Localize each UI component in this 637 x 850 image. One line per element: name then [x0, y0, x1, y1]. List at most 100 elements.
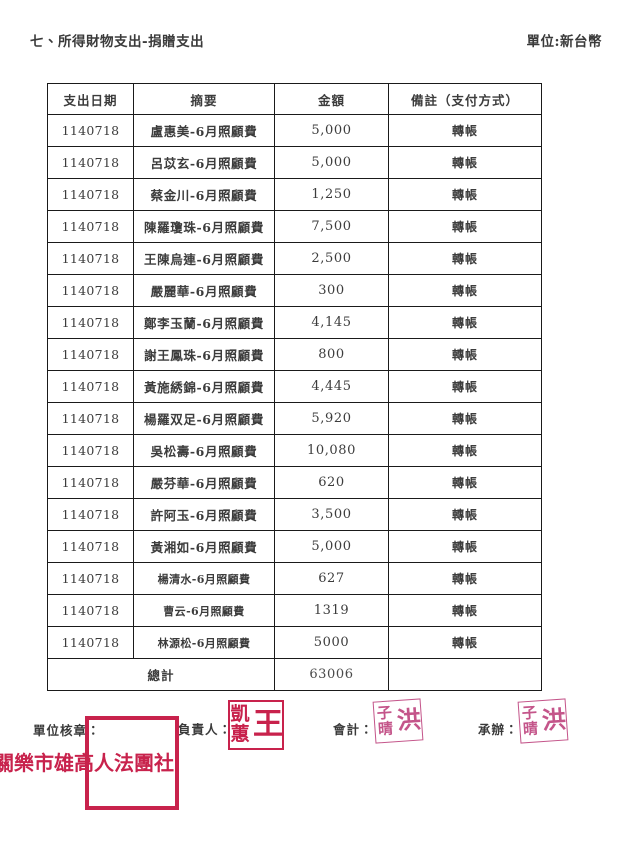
cell-note: 轉帳	[388, 594, 542, 627]
table-row: 1140718 吳松壽-6月照顧費 10,080 轉帳	[47, 434, 542, 467]
cell-note: 轉帳	[388, 306, 542, 339]
responsible-seal-given-char: 凱	[230, 703, 250, 726]
table-row: 1140718 鄭李玉蘭-6月照顧費 4,145 轉帳	[47, 306, 542, 339]
cell-note: 轉帳	[388, 146, 542, 179]
total-note	[388, 658, 542, 691]
label-preparer: 承辦：	[478, 722, 519, 737]
cell-note: 轉帳	[388, 274, 542, 307]
organization-seal-char: 人	[94, 751, 114, 775]
responsible-seal-surname: 王	[253, 707, 283, 742]
cell-note: 轉帳	[388, 242, 542, 275]
table-row: 1140718 楊清水-6月照顧費 627 轉帳	[47, 562, 542, 595]
preparer-seal-surname: 洪	[540, 704, 567, 736]
cell-amount: 3,500	[274, 498, 389, 531]
organization-seal-char: 雄	[54, 751, 74, 775]
cell-amount: 5000	[274, 626, 389, 659]
cell-note: 轉帳	[388, 562, 542, 595]
table-row: 1140718 陳羅瓊珠-6月照顧費 7,500 轉帳	[47, 210, 542, 243]
cell-note: 轉帳	[388, 466, 542, 499]
label-accountant: 會計：	[333, 722, 374, 737]
organization-seal-char: 高	[74, 751, 94, 775]
cell-date: 1140718	[47, 370, 134, 403]
cell-description: 鄭李玉蘭-6月照顧費	[133, 306, 275, 339]
cell-date: 1140718	[47, 114, 134, 147]
cell-date: 1140718	[47, 594, 134, 627]
table-row: 1140718 呂苡玄-6月照顧費 5,000 轉帳	[47, 146, 542, 179]
cell-note: 轉帳	[388, 402, 542, 435]
table-row: 1140718 林源松-6月照顧費 5000 轉帳	[47, 626, 542, 659]
cell-date: 1140718	[47, 146, 134, 179]
table-row: 1140718 王陳烏連-6月照顧費 2,500 轉帳	[47, 242, 542, 275]
preparer-seal-given-name: 子晴	[516, 702, 545, 742]
cell-amount: 1319	[274, 594, 389, 627]
cell-description: 黃施綉錦-6月照顧費	[133, 370, 275, 403]
cell-amount: 5,000	[274, 530, 389, 563]
cell-date: 1140718	[47, 210, 134, 243]
organization-seal-char: 團	[134, 751, 154, 775]
cell-amount: 7,500	[274, 210, 389, 243]
cell-note: 轉帳	[388, 114, 542, 147]
cell-amount: 10,080	[274, 434, 389, 467]
table-row: 1140718 嚴芬華-6月照顧費 620 轉帳	[47, 466, 542, 499]
table-row: 1140718 黃湘如-6月照顧費 5,000 轉帳	[47, 530, 542, 563]
cell-amount: 1,250	[274, 178, 389, 211]
cell-date: 1140718	[47, 274, 134, 307]
cell-note: 轉帳	[388, 530, 542, 563]
cell-description: 王陳烏連-6月照顧費	[133, 242, 275, 275]
cell-note: 轉帳	[388, 178, 542, 211]
label-responsible-person: 負責人：	[178, 722, 233, 737]
table-row: 1140718 蔡金川-6月照顧費 1,250 轉帳	[47, 178, 542, 211]
responsible-person-seal-stamp: 王凱蕙	[228, 700, 284, 750]
cell-note: 轉帳	[388, 626, 542, 659]
cell-description: 曹云-6月照顧費	[133, 594, 275, 627]
cell-amount: 5,000	[274, 114, 389, 147]
accountant-seal-given-char: 晴	[377, 719, 394, 739]
table-row: 1140718 嚴麗華-6月照顧費 300 轉帳	[47, 274, 542, 307]
cell-date: 1140718	[47, 626, 134, 659]
cell-note: 轉帳	[388, 370, 542, 403]
expense-ledger-table: 支出日期 摘要 金額 備註（支付方式） 1140718 盧惠美-6月照顧費 5,00…	[47, 83, 542, 691]
cell-description: 嚴麗華-6月照顧費	[133, 274, 275, 307]
cell-description: 蔡金川-6月照顧費	[133, 178, 275, 211]
table-row: 1140718 曹云-6月照顧費 1319 轉帳	[47, 594, 542, 627]
cell-date: 1140718	[47, 402, 134, 435]
cell-amount: 4,145	[274, 306, 389, 339]
organization-seal-char: 市	[34, 751, 54, 775]
signature-area: 單位核章： 負責人： 會計： 承辦：	[0, 700, 637, 850]
organization-seal-char: 法	[114, 751, 134, 775]
total-amount: 63006	[274, 658, 389, 691]
signature-block-unit-review: 單位核章：	[33, 720, 101, 739]
table-header-row: 支出日期 摘要 金額 備註（支付方式）	[47, 83, 542, 115]
cell-date: 1140718	[47, 434, 134, 467]
cell-date: 1140718	[47, 178, 134, 211]
cell-amount: 2,500	[274, 242, 389, 275]
cell-amount: 5,000	[274, 146, 389, 179]
column-header-note: 備註（支付方式）	[388, 83, 542, 115]
accountant-seal-surname: 洪	[395, 704, 422, 736]
label-unit-review: 單位核章：	[33, 723, 101, 738]
organization-seal-char: 樂	[14, 751, 34, 775]
organization-seal-char: 關	[0, 751, 14, 775]
ledger-table-wrap: 支出日期 摘要 金額 備註（支付方式） 1140718 盧惠美-6月照顧費 5,00…	[47, 83, 542, 691]
column-header-desc: 摘要	[133, 83, 275, 115]
cell-amount: 627	[274, 562, 389, 595]
cell-description: 許阿玉-6月照顧費	[133, 498, 275, 531]
cell-description: 陳羅瓊珠-6月照顧費	[133, 210, 275, 243]
cell-description: 楊羅双足-6月照顧費	[133, 402, 275, 435]
signature-block-responsible: 負責人：	[178, 719, 232, 738]
cell-note: 轉帳	[388, 338, 542, 371]
signature-block-preparer: 承辦：	[478, 719, 519, 738]
cell-description: 嚴芬華-6月照顧費	[133, 466, 275, 499]
cell-description: 吳松壽-6月照顧費	[133, 434, 275, 467]
document-header: 七、所得財物支出-捐贈支出 單位:新台幣	[0, 30, 637, 54]
cell-note: 轉帳	[388, 434, 542, 467]
signature-block-accountant: 會計：	[333, 719, 374, 738]
table-row: 1140718 許阿玉-6月照顧費 3,500 轉帳	[47, 498, 542, 531]
table-body: 1140718 盧惠美-6月照顧費 5,000 轉帳 1140718 呂苡玄-6月照顧費 5…	[47, 114, 542, 659]
cell-description: 黃湘如-6月照顧費	[133, 530, 275, 563]
table-row: 1140718 盧惠美-6月照顧費 5,000 轉帳	[47, 114, 542, 147]
cell-date: 1140718	[47, 498, 134, 531]
total-label: 總計	[47, 658, 275, 691]
column-header-date: 支出日期	[47, 83, 134, 115]
